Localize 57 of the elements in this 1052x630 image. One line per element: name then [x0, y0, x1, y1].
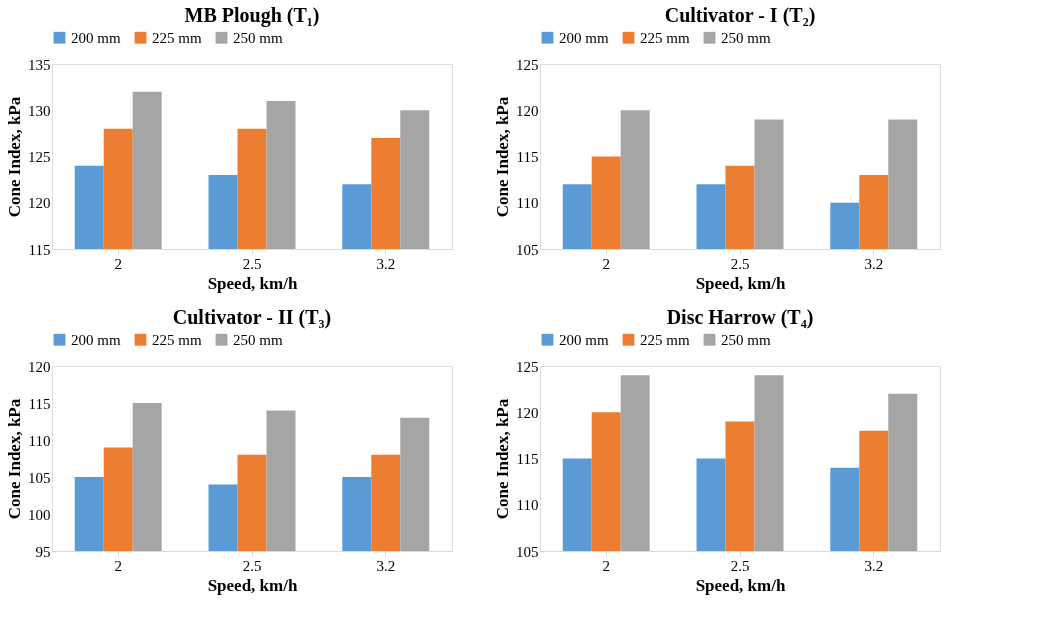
x-tick-label: 2 — [602, 255, 610, 272]
y-tick-label: 120 — [516, 404, 539, 421]
y-tick-label: 120 — [28, 195, 51, 212]
x-tick-label: 2.5 — [730, 255, 750, 272]
y-axis-title: Cone Index, kPa — [493, 398, 512, 520]
y-axis-title: Cone Index, kPa — [5, 398, 24, 520]
legend-label: 200 mm — [71, 29, 121, 46]
x-axis-title: Speed, km/h — [207, 575, 298, 595]
x-axis-title: Speed, km/h — [695, 575, 786, 595]
y-tick-label: 135 — [28, 56, 51, 73]
x-tick-label: 2 — [602, 557, 610, 574]
legend-label: 250 mm — [721, 29, 771, 46]
x-tick-label: 2.5 — [242, 557, 262, 574]
y-tick-label: 115 — [516, 451, 539, 467]
x-tick-label: 2.5 — [730, 557, 750, 574]
legend-label: 200 mm — [559, 29, 609, 46]
x-tick-label: 2 — [114, 255, 122, 272]
x-tick-label: 3.2 — [376, 557, 396, 574]
legend-label: 200 mm — [559, 331, 609, 348]
x-tick-label: 3.2 — [864, 557, 884, 574]
y-tick-label: 110 — [516, 195, 539, 212]
y-tick-label: 125 — [28, 149, 51, 165]
x-tick-label: 3.2 — [376, 255, 396, 272]
y-tick-label: 95 — [35, 543, 51, 560]
y-tick-label: 115 — [516, 149, 539, 165]
legend-label: 225 mm — [152, 331, 202, 348]
legend-label: 225 mm — [152, 29, 202, 46]
y-tick-label: 110 — [516, 497, 539, 514]
legend-label: 250 mm — [721, 331, 771, 348]
legend-label: 225 mm — [640, 331, 690, 348]
chart-title: Cultivator - II (T₃) — [172, 306, 332, 329]
y-tick-label: 120 — [516, 102, 539, 119]
chart-title: Disc Harrow (T₄) — [666, 306, 814, 329]
legend-label: 200 mm — [71, 331, 121, 348]
y-tick-label: 130 — [28, 102, 51, 119]
x-tick-label: 2.5 — [242, 255, 262, 272]
y-tick-label: 120 — [28, 358, 51, 375]
y-tick-label: 105 — [28, 469, 51, 486]
y-tick-label: 125 — [516, 358, 539, 375]
y-tick-label: 115 — [28, 241, 51, 258]
y-tick-label: 115 — [28, 395, 51, 412]
y-tick-label: 105 — [516, 241, 539, 258]
y-tick-label: 110 — [28, 432, 51, 449]
chart-title: Cultivator - I (T₂) — [664, 4, 816, 27]
y-tick-label: 105 — [516, 543, 539, 560]
y-tick-label: 125 — [516, 56, 539, 73]
y-axis-title: Cone Index, kPa — [493, 96, 512, 218]
x-tick-label: 2 — [114, 557, 122, 574]
chart-title: MB Plough (T₁) — [184, 4, 320, 27]
legend-label: 250 mm — [233, 29, 283, 46]
y-tick-label: 100 — [28, 506, 51, 523]
x-tick-label: 3.2 — [864, 255, 884, 272]
legend-label: 250 mm — [233, 331, 283, 348]
legend-label: 225 mm — [640, 29, 690, 46]
y-axis-title: Cone Index, kPa — [5, 96, 24, 218]
x-axis-title: Speed, km/h — [695, 273, 786, 293]
x-axis-title: Speed, km/h — [207, 273, 298, 293]
